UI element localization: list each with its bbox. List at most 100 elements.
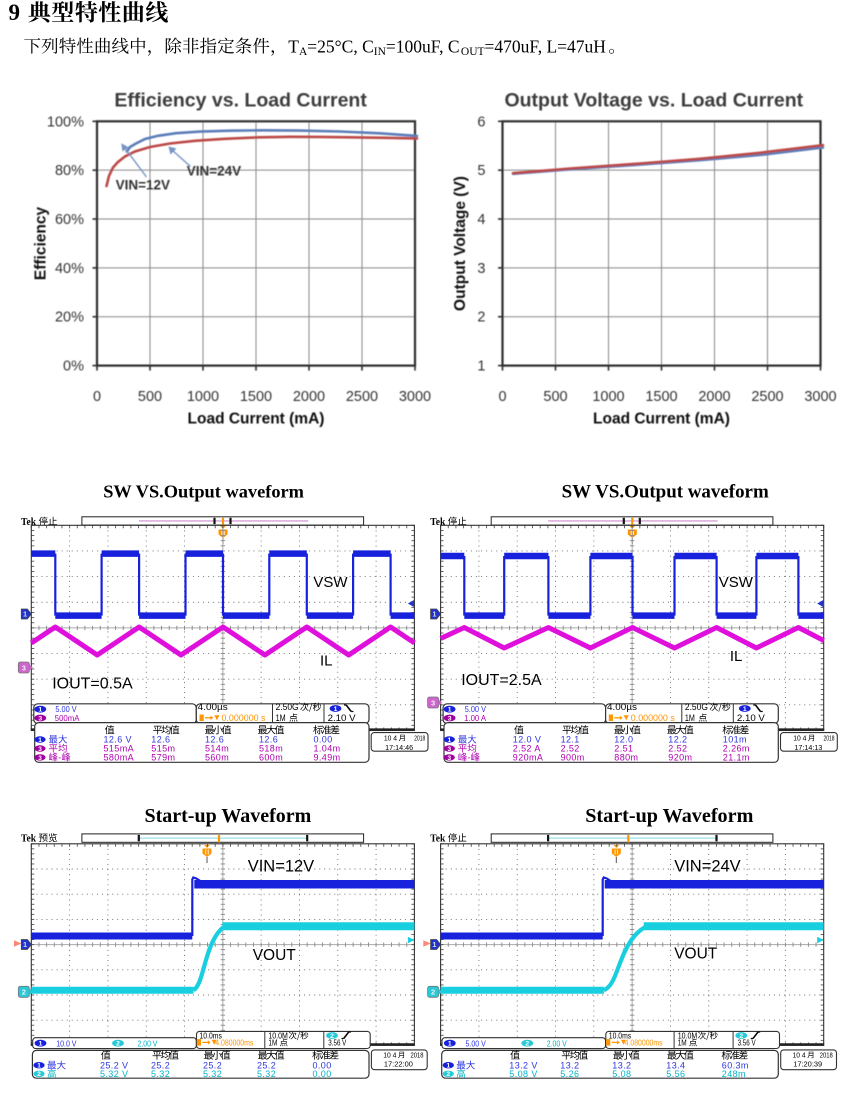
svg-text:1000: 1000 [592,389,624,405]
svg-text:2: 2 [37,1071,41,1078]
svg-text:2.50G: 2.50G [276,702,299,713]
svg-text:VOUT: VOUT [674,946,718,963]
svg-text:0: 0 [93,389,101,405]
svg-text:5.00 V: 5.00 V [465,704,487,714]
svg-text:Load Current (mA): Load Current (mA) [593,410,730,427]
svg-text:17:14:13: 17:14:13 [794,743,822,752]
svg-text:Efficiency: Efficiency [33,207,50,281]
svg-text:5.32: 5.32 [257,1069,276,1079]
svg-text:SW VS.Output waveform: SW VS.Output waveform [103,482,304,502]
svg-text:100%: 100% [47,114,84,130]
svg-text:900m: 900m [561,753,585,763]
svg-text:0.00: 0.00 [313,1061,332,1071]
svg-text:1: 1 [477,359,485,375]
svg-text:12.6: 12.6 [259,735,278,745]
svg-text:920mA: 920mA [513,753,544,763]
svg-text:3: 3 [477,261,485,277]
svg-text:17:14:46: 17:14:46 [385,743,413,752]
svg-text:560m: 560m [205,753,229,763]
svg-text:10 4: 10 4 [383,1051,396,1060]
svg-text:12.6: 12.6 [205,735,224,745]
svg-text:VIN=12V: VIN=12V [248,858,315,876]
svg-text:500: 500 [543,389,567,405]
svg-text:13.2 V: 13.2 V [509,1061,537,1071]
svg-text:Tek: Tek [430,517,445,528]
svg-text:5.32: 5.32 [203,1069,222,1079]
svg-text:1: 1 [432,612,436,619]
svg-text:Output Voltage vs. Load Curren: Output Voltage vs. Load Current [504,90,803,112]
svg-text:2018: 2018 [414,734,425,743]
svg-text:2000: 2000 [293,389,325,405]
svg-text:12.6 V: 12.6 V [104,735,132,745]
svg-text:80%: 80% [55,163,84,179]
svg-text:10.0ms: 10.0ms [200,1031,222,1041]
svg-text:1: 1 [447,737,451,744]
svg-text:1: 1 [446,1063,450,1070]
svg-text:2: 2 [431,988,435,997]
svg-text:2.52: 2.52 [561,744,580,754]
svg-text:10 4: 10 4 [793,1051,806,1060]
svg-text:25.2: 25.2 [203,1061,222,1071]
svg-text:2: 2 [477,310,485,326]
svg-text:=470uF, L=47uH: =470uF, L=47uH [485,36,607,56]
svg-text:4.080000ms: 4.080000ms [625,1038,663,1048]
svg-text:25.2: 25.2 [257,1061,276,1071]
svg-text:3: 3 [22,663,26,672]
svg-text:1: 1 [334,706,338,713]
svg-text:60%: 60% [55,212,84,228]
svg-text:2: 2 [525,1041,529,1048]
svg-text:12.1: 12.1 [561,735,580,745]
svg-text:10 4: 10 4 [384,734,397,743]
svg-text:17:22:00: 17:22:00 [384,1059,413,1068]
svg-text:Tek: Tek [430,834,445,845]
svg-text:2.52: 2.52 [668,744,687,754]
svg-text:0%: 0% [63,359,84,375]
svg-text:2: 2 [330,1033,334,1040]
svg-text:3: 3 [448,715,452,722]
svg-text:1M: 1M [678,1038,687,1048]
svg-text:500mA: 500mA [55,713,80,723]
svg-text:Start-up Waveform: Start-up Waveform [144,805,311,827]
svg-text:248m: 248m [722,1069,746,1079]
svg-text:2.00 V: 2.00 V [138,1038,158,1048]
svg-text:VIN=12V: VIN=12V [116,178,170,193]
svg-text:0.00: 0.00 [314,735,333,745]
svg-text:5.32 V: 5.32 V [100,1069,128,1079]
svg-text:2.50G: 2.50G [685,702,708,713]
svg-text:514m: 514m [205,744,229,754]
svg-text:3: 3 [431,698,435,707]
svg-text:4.00µs: 4.00µs [198,702,228,713]
svg-text:3: 3 [38,715,42,722]
svg-text:VOUT: VOUT [253,947,297,964]
svg-text:2500: 2500 [751,389,783,405]
svg-text:IOUT=0.5A: IOUT=0.5A [52,676,133,693]
svg-text:600m: 600m [259,753,283,763]
svg-text:2000: 2000 [698,389,730,405]
svg-text:2: 2 [739,1033,743,1040]
svg-text:5.08 V: 5.08 V [509,1069,537,1079]
svg-text:60.3m: 60.3m [722,1061,749,1071]
svg-text:1.04m: 1.04m [314,744,341,754]
svg-text:2.26m: 2.26m [723,744,750,754]
svg-text:5.08: 5.08 [612,1069,631,1079]
svg-text:2: 2 [22,988,26,997]
svg-text:12.0 V: 12.0 V [513,735,541,745]
svg-text:1M: 1M [268,1038,277,1048]
svg-text:1000: 1000 [187,389,219,405]
svg-text:1M: 1M [685,713,695,724]
svg-text:Tek: Tek [21,517,36,528]
svg-text:12.0: 12.0 [614,735,633,745]
svg-text:1: 1 [432,942,436,949]
svg-text:5.56: 5.56 [666,1069,685,1079]
svg-text:1: 1 [38,737,42,744]
svg-text:101m: 101m [723,735,747,745]
svg-text:1: 1 [38,707,42,714]
svg-text:4: 4 [477,212,485,228]
svg-text:500: 500 [138,389,162,405]
svg-text:IL: IL [320,653,333,670]
svg-text:3: 3 [447,755,451,762]
svg-text:580mA: 580mA [104,753,135,763]
svg-text:4.00µs: 4.00µs [607,702,637,713]
svg-text:0.00: 0.00 [313,1069,332,1079]
svg-text:SW VS.Output waveform: SW VS.Output waveform [562,482,769,503]
